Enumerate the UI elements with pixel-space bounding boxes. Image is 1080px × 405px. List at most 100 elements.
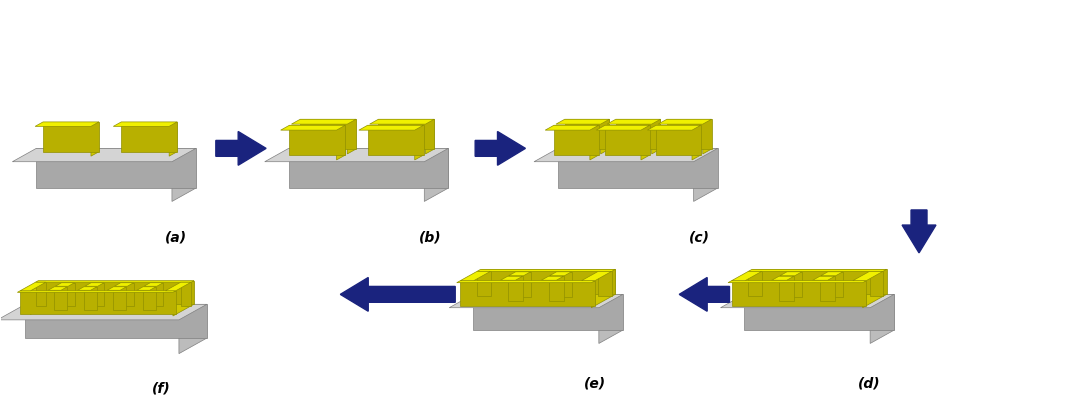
Polygon shape	[745, 271, 761, 306]
Polygon shape	[172, 148, 195, 201]
Polygon shape	[731, 281, 866, 306]
Polygon shape	[883, 269, 887, 296]
Polygon shape	[367, 125, 423, 155]
Polygon shape	[500, 276, 523, 280]
Polygon shape	[565, 272, 571, 301]
Polygon shape	[786, 276, 794, 305]
Polygon shape	[779, 276, 794, 301]
Polygon shape	[449, 294, 623, 308]
Polygon shape	[114, 283, 134, 286]
Polygon shape	[289, 125, 346, 155]
Polygon shape	[48, 287, 67, 290]
Polygon shape	[748, 269, 887, 271]
Polygon shape	[37, 148, 195, 188]
FancyArrow shape	[902, 210, 936, 253]
Polygon shape	[127, 283, 134, 310]
Polygon shape	[598, 271, 611, 296]
Polygon shape	[651, 119, 661, 154]
FancyArrow shape	[679, 277, 729, 311]
Polygon shape	[731, 271, 761, 281]
FancyArrow shape	[340, 277, 455, 311]
Polygon shape	[748, 271, 761, 296]
Polygon shape	[143, 287, 156, 310]
Polygon shape	[524, 272, 530, 301]
Polygon shape	[728, 281, 866, 283]
Polygon shape	[720, 294, 894, 308]
Polygon shape	[795, 272, 802, 301]
Text: (a): (a)	[165, 231, 187, 245]
Polygon shape	[113, 122, 177, 126]
Polygon shape	[590, 125, 598, 160]
Polygon shape	[787, 272, 802, 297]
Polygon shape	[541, 276, 564, 280]
Polygon shape	[62, 283, 75, 306]
Polygon shape	[605, 125, 650, 155]
Polygon shape	[647, 125, 701, 130]
Polygon shape	[288, 148, 448, 188]
Polygon shape	[121, 283, 134, 306]
Polygon shape	[592, 281, 595, 308]
Polygon shape	[359, 125, 423, 130]
Polygon shape	[157, 283, 163, 310]
Polygon shape	[869, 271, 883, 296]
Polygon shape	[657, 125, 701, 155]
Polygon shape	[98, 283, 104, 310]
Polygon shape	[180, 282, 191, 306]
Polygon shape	[477, 269, 616, 271]
Polygon shape	[54, 287, 67, 310]
Polygon shape	[55, 283, 75, 286]
Polygon shape	[549, 276, 564, 301]
Polygon shape	[292, 119, 356, 124]
Polygon shape	[25, 304, 207, 338]
Polygon shape	[772, 276, 794, 280]
Polygon shape	[85, 283, 104, 286]
Polygon shape	[827, 276, 835, 305]
Polygon shape	[836, 272, 842, 301]
Polygon shape	[508, 276, 523, 301]
Polygon shape	[17, 291, 176, 292]
Polygon shape	[12, 148, 195, 162]
Polygon shape	[38, 281, 194, 304]
Polygon shape	[744, 294, 894, 330]
Polygon shape	[473, 294, 623, 330]
Polygon shape	[0, 304, 207, 320]
Polygon shape	[828, 272, 842, 297]
Polygon shape	[457, 281, 595, 283]
Polygon shape	[820, 276, 835, 301]
Polygon shape	[120, 287, 126, 314]
Polygon shape	[598, 294, 623, 343]
Polygon shape	[91, 122, 99, 156]
Polygon shape	[558, 148, 717, 188]
Polygon shape	[300, 119, 356, 149]
Polygon shape	[692, 125, 701, 160]
Polygon shape	[550, 272, 571, 276]
Polygon shape	[812, 276, 835, 280]
Polygon shape	[752, 269, 887, 294]
Polygon shape	[68, 283, 75, 310]
Polygon shape	[179, 304, 207, 354]
Polygon shape	[150, 287, 156, 314]
Polygon shape	[121, 122, 177, 152]
Polygon shape	[424, 148, 448, 201]
Polygon shape	[616, 119, 661, 149]
Polygon shape	[600, 119, 609, 154]
Polygon shape	[509, 272, 530, 276]
Polygon shape	[84, 287, 97, 310]
Polygon shape	[556, 276, 564, 305]
FancyArrow shape	[216, 132, 266, 165]
Polygon shape	[607, 119, 661, 124]
Polygon shape	[378, 119, 434, 149]
Polygon shape	[113, 287, 126, 310]
Polygon shape	[481, 269, 616, 294]
Polygon shape	[640, 125, 650, 160]
Polygon shape	[534, 148, 717, 162]
Polygon shape	[853, 271, 883, 281]
Polygon shape	[556, 272, 571, 297]
Polygon shape	[596, 125, 650, 130]
Polygon shape	[780, 272, 802, 276]
Polygon shape	[426, 119, 434, 154]
Polygon shape	[173, 291, 176, 316]
Polygon shape	[658, 119, 712, 124]
Polygon shape	[369, 119, 434, 124]
Polygon shape	[581, 271, 611, 281]
